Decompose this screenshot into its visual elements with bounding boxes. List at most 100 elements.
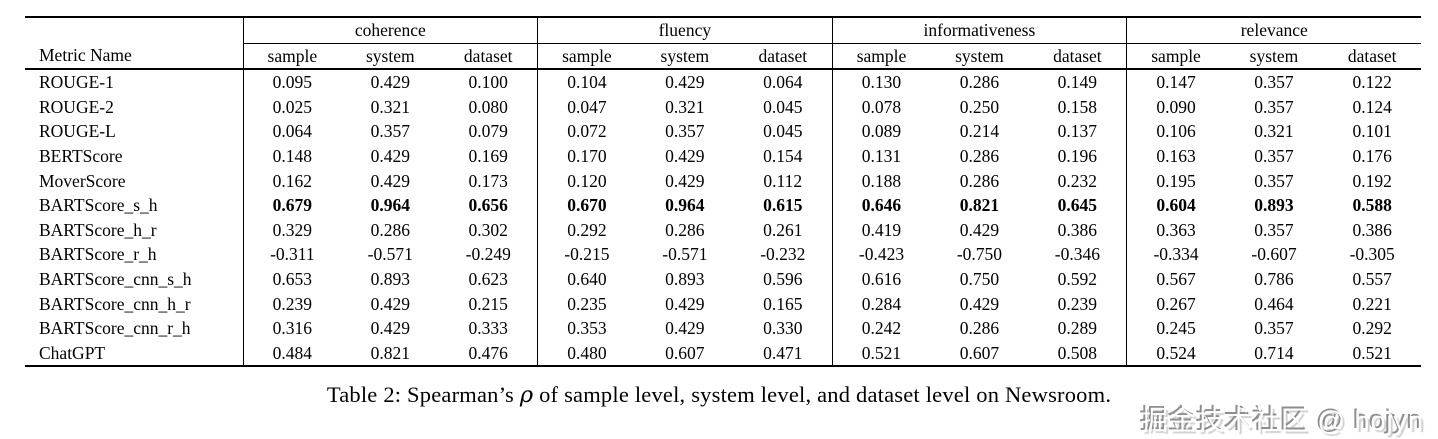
group-header-fluency: fluency xyxy=(537,17,833,44)
value-cell: 0.250 xyxy=(959,96,1000,117)
value-cell: 0.215 xyxy=(468,293,508,314)
value-cell: -0.423 xyxy=(831,242,931,267)
value-cell: 0.429 xyxy=(665,318,705,339)
value-cell: 0.604 xyxy=(1126,193,1225,218)
value-cell: -0.571 xyxy=(662,244,708,265)
value-cell: 0.286 xyxy=(370,219,410,240)
value-cell: 0.646 xyxy=(831,193,931,218)
value-cell: 0.239 xyxy=(1057,293,1098,314)
value-cell: 0.750 xyxy=(959,268,1000,289)
value-cell: 0.521 xyxy=(831,340,931,367)
value-cell: 0.095 xyxy=(242,69,342,95)
value-cell: 0.429 xyxy=(665,145,705,166)
value-cell: 0.656 xyxy=(468,195,508,216)
table-row: BARTScore_r_h -0.311 -0.571 -0.249 -0.215 -0.… xyxy=(25,242,1421,267)
value-cell: 0.964 xyxy=(370,195,410,216)
value-cell: 0.090 xyxy=(1126,94,1225,120)
value-cell: 0.464 xyxy=(1254,293,1294,314)
value-cell: 0.567 xyxy=(1126,266,1225,292)
metric-name-cell: ROUGE-1 xyxy=(39,72,114,93)
value-cell: 0.419 xyxy=(831,217,931,243)
value-cell: 0.261 xyxy=(763,219,803,240)
value-cell: 0.480 xyxy=(537,340,636,367)
value-cell: -0.215 xyxy=(537,242,636,267)
paper-page: coherence fluency informativeness releva… xyxy=(0,16,1438,439)
value-cell: 0.557 xyxy=(1352,268,1392,289)
value-cell: 0.045 xyxy=(763,96,803,117)
subcol-header: dataset xyxy=(463,45,513,66)
value-cell: 0.106 xyxy=(1126,119,1225,144)
value-cell: 0.521 xyxy=(1352,342,1392,363)
subcol-header: system xyxy=(660,45,710,66)
value-cell: 0.333 xyxy=(468,318,508,339)
value-cell: 0.429 xyxy=(370,318,410,339)
value-cell: 0.149 xyxy=(1057,72,1098,93)
value-cell: 0.329 xyxy=(242,217,342,243)
value-cell: 0.330 xyxy=(763,318,803,339)
value-cell: 0.357 xyxy=(1254,318,1294,339)
value-cell: 0.357 xyxy=(1254,170,1294,191)
group-header-row: coherence fluency informativeness releva… xyxy=(25,17,1422,44)
subcol-header: dataset xyxy=(1053,45,1102,66)
value-cell: 0.964 xyxy=(665,195,705,216)
value-cell: 0.112 xyxy=(763,170,803,191)
value-cell: 0.429 xyxy=(959,293,1000,314)
value-cell: 0.158 xyxy=(1057,96,1098,117)
value-cell: 0.124 xyxy=(1352,96,1392,117)
value-cell: 0.245 xyxy=(1126,316,1225,341)
metric-name-cell: BARTScore_s_h xyxy=(39,195,158,216)
value-cell: 0.588 xyxy=(1352,195,1392,216)
value-cell: 0.508 xyxy=(1057,342,1098,363)
subcol-header: sample xyxy=(242,43,342,70)
value-cell: -0.607 xyxy=(1251,244,1297,265)
value-cell: 0.623 xyxy=(468,268,508,289)
value-cell: 0.188 xyxy=(831,168,931,194)
value-cell: 0.286 xyxy=(959,145,1000,166)
metric-name-header: Metric Name xyxy=(39,45,132,66)
value-cell: 0.615 xyxy=(763,195,803,216)
value-cell: -0.334 xyxy=(1126,242,1225,267)
metric-name-cell: BARTScore_r_h xyxy=(39,244,157,265)
value-cell: 0.670 xyxy=(537,193,636,218)
group-header-coherence: coherence xyxy=(242,17,538,44)
value-cell: 0.154 xyxy=(763,145,803,166)
value-cell: 0.235 xyxy=(537,291,636,317)
value-cell: 0.267 xyxy=(1126,291,1225,317)
value-cell: 0.357 xyxy=(665,121,705,142)
value-cell: 0.893 xyxy=(370,268,410,289)
value-cell: 0.607 xyxy=(959,342,1000,363)
value-cell: -0.571 xyxy=(367,244,413,265)
value-cell: 0.284 xyxy=(831,291,931,317)
value-cell: 0.080 xyxy=(468,96,508,117)
table-header: coherence fluency informativeness releva… xyxy=(25,17,1422,70)
subcol-header: system xyxy=(955,45,1004,66)
table-row: BERTScore 0.148 0.429 0.169 0.170 0.429 0.154 0… xyxy=(25,143,1421,169)
value-cell: 0.137 xyxy=(1057,121,1098,142)
value-cell: 0.321 xyxy=(665,96,705,117)
value-cell: 0.214 xyxy=(959,121,1000,142)
subcol-header: system xyxy=(365,45,415,66)
value-cell: 0.429 xyxy=(665,170,705,191)
caption-suffix: of sample level, system level, and datas… xyxy=(533,382,1112,408)
value-cell: 0.357 xyxy=(1254,96,1294,117)
value-cell: 0.679 xyxy=(242,193,342,218)
value-cell: 0.321 xyxy=(370,96,410,117)
value-cell: 0.170 xyxy=(537,143,636,169)
value-cell: 0.893 xyxy=(1254,195,1294,216)
value-cell: 0.045 xyxy=(763,121,803,142)
value-cell: 0.429 xyxy=(665,72,705,93)
value-cell: 0.386 xyxy=(1352,219,1392,240)
group-header-relevance: relevance xyxy=(1126,17,1422,44)
table-row: ROUGE-1 0.095 0.429 0.100 0.104 0.429 0.064 0.1… xyxy=(25,69,1421,95)
value-cell: 0.321 xyxy=(1254,121,1294,142)
value-cell: 0.232 xyxy=(1057,170,1098,191)
value-cell: 0.130 xyxy=(831,69,931,95)
value-cell: 0.122 xyxy=(1352,72,1392,93)
value-cell: 0.078 xyxy=(831,94,931,120)
value-cell: 0.429 xyxy=(665,293,705,314)
metric-name-cell: ROUGE-2 xyxy=(39,96,114,117)
table-row: ChatGPT 0.484 0.821 0.476 0.480 0.607 0.471 0.5… xyxy=(25,340,1421,367)
table-row: ROUGE-2 0.025 0.321 0.080 0.047 0.321 0.045 0.0… xyxy=(25,94,1421,120)
value-cell: 0.592 xyxy=(1057,268,1098,289)
caption-prefix: Table 2: Spearman’s xyxy=(326,382,520,408)
